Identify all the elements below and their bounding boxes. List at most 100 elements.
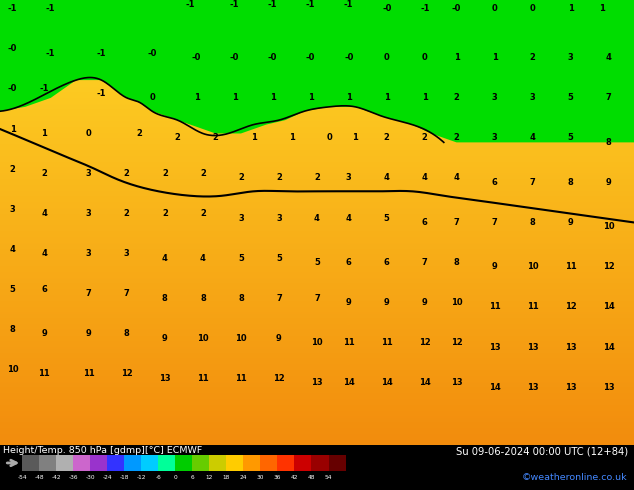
- Text: 4: 4: [384, 173, 390, 182]
- Text: 1: 1: [567, 4, 574, 13]
- Text: 6: 6: [491, 178, 498, 187]
- Text: 24: 24: [240, 475, 247, 480]
- Text: 10: 10: [451, 298, 462, 307]
- Text: 11: 11: [39, 369, 50, 378]
- Text: 4: 4: [346, 214, 352, 222]
- Text: 4: 4: [605, 53, 612, 62]
- Text: 2: 2: [162, 169, 168, 178]
- Text: -6: -6: [155, 475, 161, 480]
- Text: 6: 6: [422, 218, 428, 227]
- Text: 48: 48: [307, 475, 315, 480]
- Text: 14: 14: [419, 378, 430, 387]
- Text: 9: 9: [346, 298, 352, 307]
- Text: 1: 1: [10, 124, 16, 134]
- Text: 4: 4: [453, 173, 460, 182]
- Text: 1: 1: [307, 94, 314, 102]
- Text: 3: 3: [276, 214, 282, 222]
- Text: 5: 5: [238, 253, 244, 263]
- Polygon shape: [0, 0, 634, 143]
- Text: 6: 6: [346, 258, 352, 267]
- Text: 7: 7: [491, 218, 498, 227]
- Text: -0: -0: [192, 53, 201, 62]
- Text: -0: -0: [230, 53, 239, 62]
- Text: 5: 5: [384, 214, 390, 222]
- Text: 6: 6: [191, 475, 194, 480]
- Text: 12: 12: [273, 374, 285, 383]
- Text: 9: 9: [276, 334, 282, 343]
- Text: 5: 5: [314, 258, 320, 267]
- Text: 2: 2: [136, 129, 143, 138]
- Text: 13: 13: [565, 383, 576, 392]
- Text: 4: 4: [41, 249, 48, 258]
- Text: 12: 12: [451, 338, 462, 347]
- Text: 10: 10: [527, 263, 538, 271]
- Text: 2: 2: [314, 173, 320, 182]
- Text: 2: 2: [124, 209, 130, 218]
- Text: -1: -1: [230, 0, 239, 9]
- Text: -30: -30: [86, 475, 95, 480]
- Text: -1: -1: [97, 89, 106, 98]
- Text: -0: -0: [8, 84, 17, 94]
- Text: 12: 12: [419, 338, 430, 347]
- Text: 12: 12: [565, 302, 576, 312]
- Text: 3: 3: [86, 249, 92, 258]
- Text: 9: 9: [162, 334, 168, 343]
- Text: 2: 2: [529, 53, 536, 62]
- Text: 12: 12: [603, 263, 614, 271]
- Text: 0: 0: [491, 4, 498, 13]
- Bar: [226, 455, 243, 471]
- Text: 0: 0: [86, 129, 92, 138]
- Text: -1: -1: [268, 0, 277, 9]
- Bar: [311, 455, 328, 471]
- Text: 2: 2: [212, 133, 219, 143]
- Text: 9: 9: [41, 329, 48, 338]
- Text: 6: 6: [384, 258, 390, 267]
- Text: -54: -54: [17, 475, 27, 480]
- Text: 0: 0: [384, 53, 390, 62]
- Text: -0: -0: [268, 53, 277, 62]
- Text: 13: 13: [603, 383, 614, 392]
- Text: 8: 8: [238, 294, 244, 303]
- Text: 8: 8: [124, 329, 130, 338]
- Text: -12: -12: [136, 475, 146, 480]
- Text: -1: -1: [344, 0, 353, 9]
- Text: 13: 13: [451, 378, 462, 387]
- Text: 13: 13: [527, 383, 538, 392]
- Bar: [22, 455, 39, 471]
- Text: 2: 2: [384, 133, 390, 143]
- Text: 2: 2: [238, 173, 244, 182]
- Text: 5: 5: [567, 94, 574, 102]
- Text: 0: 0: [174, 475, 178, 480]
- Text: 2: 2: [200, 209, 206, 218]
- Text: 2: 2: [276, 173, 282, 182]
- Text: 14: 14: [381, 378, 392, 387]
- Text: 1: 1: [193, 94, 200, 102]
- Text: 1: 1: [250, 133, 257, 143]
- Text: 12: 12: [121, 369, 133, 378]
- Bar: [90, 455, 107, 471]
- Text: 54: 54: [325, 475, 332, 480]
- Text: -1: -1: [46, 4, 55, 13]
- Text: 4: 4: [162, 253, 168, 263]
- Text: 0: 0: [422, 53, 428, 62]
- Text: 7: 7: [422, 258, 428, 267]
- Text: 4: 4: [314, 214, 320, 222]
- Text: -0: -0: [148, 49, 157, 58]
- Text: 2: 2: [453, 133, 460, 143]
- Text: 1: 1: [384, 94, 390, 102]
- Text: -0: -0: [382, 4, 391, 13]
- Text: 7: 7: [605, 94, 612, 102]
- Text: -0: -0: [452, 4, 461, 13]
- Text: 0: 0: [529, 4, 536, 13]
- Bar: [243, 455, 261, 471]
- Text: -0: -0: [8, 45, 17, 53]
- Text: 8: 8: [10, 325, 16, 334]
- Text: 3: 3: [567, 53, 574, 62]
- Text: 10: 10: [7, 365, 18, 374]
- Text: 3: 3: [346, 173, 352, 182]
- Text: 11: 11: [565, 263, 576, 271]
- Text: 5: 5: [276, 253, 282, 263]
- Text: 11: 11: [381, 338, 392, 347]
- Text: 0: 0: [327, 133, 333, 143]
- Text: 8: 8: [162, 294, 168, 303]
